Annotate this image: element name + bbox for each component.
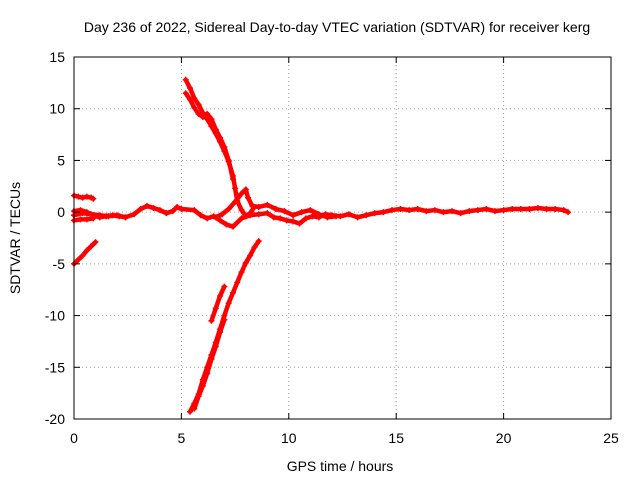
y-tick-label: -20 — [45, 411, 65, 427]
x-tick-label: 5 — [178, 430, 186, 446]
data-point — [90, 215, 97, 222]
x-tick-label: 0 — [70, 430, 78, 446]
data-point-band — [213, 329, 223, 349]
series-descending-arc-inner — [182, 90, 236, 183]
y-tick-label: -5 — [53, 256, 66, 272]
axis-ticks: 0 5 10 15 20 25 -20 -15 -10 -5 0 5 10 15 — [45, 49, 619, 446]
data-point-band — [222, 144, 231, 163]
data-point — [229, 176, 236, 183]
data-point-band — [217, 317, 227, 335]
data-point — [122, 214, 129, 221]
y-axis-label: SDTVAR / TECUs — [7, 182, 23, 294]
x-tick-label: 25 — [603, 430, 619, 446]
data-point-band — [252, 238, 261, 250]
y-tick-label: 10 — [49, 101, 65, 117]
x-axis-label: GPS time / hours — [287, 458, 394, 474]
y-tick-label: 5 — [57, 152, 65, 168]
chart-title: Day 236 of 2022, Sidereal Day-to-day VTE… — [84, 19, 590, 35]
series-lower-early — [71, 239, 99, 267]
y-tick-label: -10 — [45, 308, 65, 324]
data-point — [221, 316, 228, 323]
series-rising-arc-wide — [191, 316, 228, 412]
y-tick-label: 15 — [49, 49, 65, 65]
data-series — [71, 76, 572, 415]
plot-frame — [73, 56, 612, 420]
data-point — [221, 283, 228, 290]
y-tick-label: 0 — [57, 204, 65, 220]
data-point-band — [226, 158, 236, 182]
series-mid-cluster — [212, 186, 340, 221]
x-tick-label: 10 — [281, 430, 297, 446]
y-tick-label: -15 — [45, 359, 65, 375]
data-point — [333, 213, 340, 220]
data-point-band — [204, 356, 214, 376]
data-point — [92, 239, 99, 246]
data-point — [565, 209, 572, 216]
series-upper-early — [71, 192, 97, 202]
grid — [74, 57, 611, 419]
series-rising-arc-spur — [208, 283, 228, 324]
data-point — [90, 195, 97, 202]
data-point — [255, 238, 262, 245]
x-tick-label: 20 — [496, 430, 512, 446]
x-tick-label: 15 — [388, 430, 404, 446]
data-point-band — [217, 284, 227, 299]
